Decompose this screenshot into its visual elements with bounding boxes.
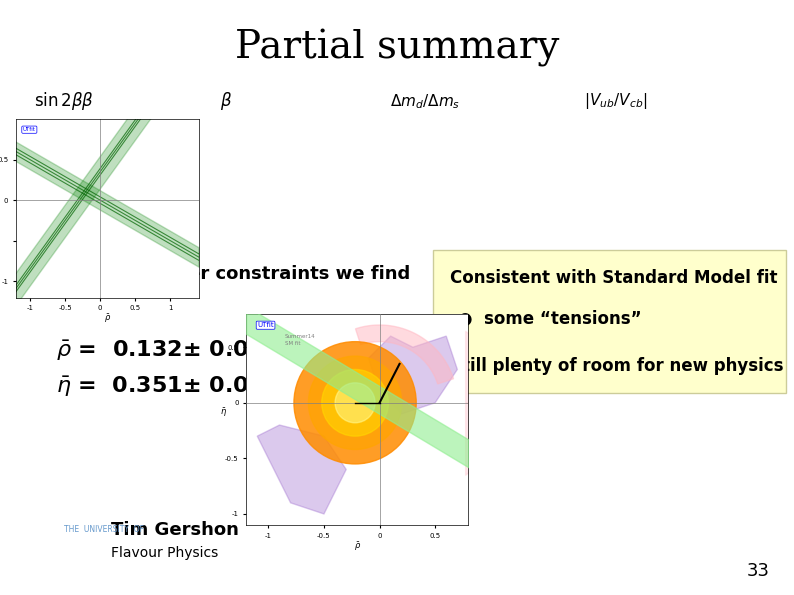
Text: Partial summary: Partial summary [235,29,559,67]
Text: $\beta$: $\beta$ [220,90,233,112]
Text: Summer14: Summer14 [285,334,316,339]
Text: Still plenty of room for new physics: Still plenty of room for new physics [450,357,784,375]
Circle shape [335,383,375,423]
Text: $\bar{\rho}$ =  0.132± 0.023: $\bar{\rho}$ = 0.132± 0.023 [56,339,279,364]
Circle shape [294,342,416,464]
Text: $|V_{ub}/V_{cb}|$: $|V_{ub}/V_{cb}|$ [584,91,647,111]
Text: $\bar{\eta}$ =  0.351± 0.013: $\bar{\eta}$ = 0.351± 0.013 [56,374,279,399]
Text: $\sin 2\beta\beta$: $\sin 2\beta\beta$ [33,90,94,112]
Circle shape [322,369,388,436]
Polygon shape [356,325,453,384]
Text: Adding a few other constraints we find: Adding a few other constraints we find [16,265,410,283]
Text: 33: 33 [747,562,770,580]
Y-axis label: $\bar{\eta}$: $\bar{\eta}$ [220,407,227,419]
Text: SM fit: SM fit [285,341,301,346]
Text: UTfit: UTfit [23,127,36,132]
Polygon shape [257,425,346,514]
Text: THE  UNIVERSITY  OF: THE UNIVERSITY OF [64,525,144,534]
X-axis label: $\bar{\rho}$: $\bar{\rho}$ [353,540,361,553]
Text: ●  some “tensions”: ● some “tensions” [458,309,642,328]
Text: Tim Gershon: Tim Gershon [111,521,239,538]
Circle shape [308,356,402,449]
FancyBboxPatch shape [433,250,786,393]
Polygon shape [368,336,457,414]
X-axis label: $\bar{\rho}$: $\bar{\rho}$ [103,312,111,325]
Text: $\Delta m_d/\Delta m_s$: $\Delta m_d/\Delta m_s$ [390,92,460,111]
Text: UTfit: UTfit [257,322,274,328]
Text: Consistent with Standard Model fit: Consistent with Standard Model fit [450,270,777,287]
Text: Flavour Physics: Flavour Physics [111,546,218,560]
